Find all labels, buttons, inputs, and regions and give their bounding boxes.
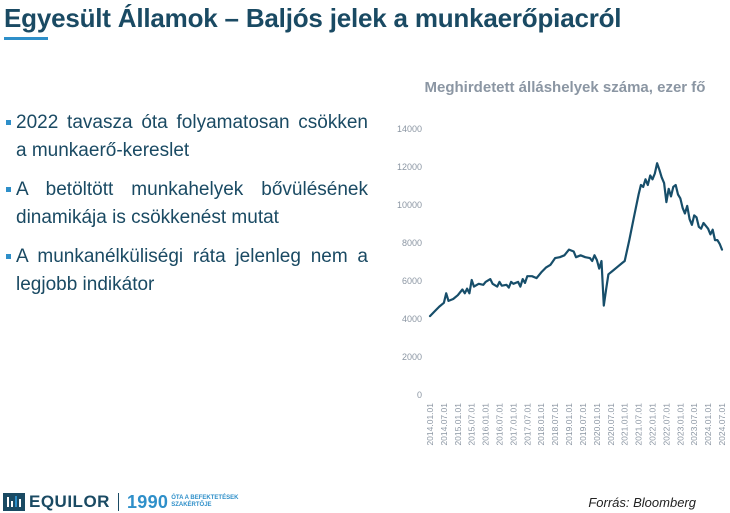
brand-name: EQUILOR <box>29 492 110 511</box>
source-note: Forrás: Bloomberg <box>588 495 696 510</box>
x-tick-label: 2017.07.01 <box>522 403 532 446</box>
x-tick-label: 2021.07.01 <box>634 403 644 446</box>
x-tick-label: 2014.01.01 <box>425 403 435 446</box>
series-line <box>428 162 724 318</box>
footer-divider <box>117 493 119 511</box>
bullet-square-icon <box>6 187 11 192</box>
x-tick-label: 2022.07.01 <box>661 403 671 446</box>
title-underline <box>4 37 48 40</box>
bullet-item: 2022 tavasza óta folyamatosan csökken a … <box>6 109 368 165</box>
x-tick-label: 2017.01.01 <box>508 403 518 446</box>
y-tick-label: 6000 <box>402 276 422 286</box>
x-tick-label: 2020.01.01 <box>592 403 602 446</box>
y-tick-label: 0 <box>417 390 422 400</box>
y-tick-label: 2000 <box>402 352 422 362</box>
equilor-logo: EQUILOR 1990 ÓTA A BEFEKTETÉSEK SZAKÉRTŐ… <box>3 491 238 513</box>
x-tick-label: 2019.07.01 <box>578 403 588 446</box>
bullet-square-icon <box>6 254 11 259</box>
x-tick-label: 2021.01.01 <box>620 403 630 446</box>
bullet-text: A munkanélküliségi ráta jelenleg nem a l… <box>16 246 368 295</box>
founding-year: 1990 <box>126 491 169 512</box>
x-tick-label: 2016.07.01 <box>495 403 505 446</box>
bullet-square-icon <box>6 120 11 125</box>
x-tick-label: 2022.01.01 <box>647 403 657 446</box>
x-tick-label: 2024.01.01 <box>703 403 713 446</box>
tagline: ÓTA A BEFEKTETÉSEK SZAKÉRTŐJE <box>171 495 238 509</box>
bullet-list: 2022 tavasza óta folyamatosan csökken a … <box>6 109 368 310</box>
bullet-item: A munkanélküliségi ráta jelenleg nem a l… <box>6 243 368 299</box>
y-tick-label: 4000 <box>402 314 422 324</box>
tagline-line1: ÓTA A BEFEKTETÉSEK <box>171 495 239 501</box>
tagline-line2: SZAKÉRTŐJE <box>171 502 212 508</box>
x-tick-label: 2023.01.01 <box>675 403 685 446</box>
x-tick-label: 2015.01.01 <box>453 403 463 446</box>
x-tick-label: 2014.07.01 <box>439 403 449 446</box>
y-tick-label: 14000 <box>397 124 422 134</box>
y-tick-label: 12000 <box>397 162 422 172</box>
x-tick-label: 2015.07.01 <box>467 403 477 446</box>
x-tick-label: 2016.01.01 <box>481 403 491 446</box>
bullet-text: A betöltött munkahelyek bővülésének dina… <box>16 179 368 228</box>
chart-title: Meghirdetett álláshelyek száma, ezer fő <box>424 79 706 96</box>
bullet-item: A betöltött munkahelyek bővülésének dina… <box>6 176 368 232</box>
x-tick-label: 2018.01.01 <box>536 403 546 446</box>
x-tick-label: 2024.07.01 <box>717 403 727 446</box>
y-tick-label: 10000 <box>397 200 422 210</box>
equilor-logo-icon <box>3 493 25 511</box>
x-tick-label: 2020.07.01 <box>606 403 616 446</box>
x-tick-label: 2023.07.01 <box>689 403 699 446</box>
x-tick-label: 2018.07.01 <box>550 403 560 446</box>
slide-title: Egyesült Államok – Baljós jelek a munkae… <box>4 3 622 33</box>
x-tick-label: 2019.01.01 <box>564 403 574 446</box>
y-tick-label: 8000 <box>402 238 422 248</box>
bullet-text: 2022 tavasza óta folyamatosan csökken a … <box>16 112 368 161</box>
